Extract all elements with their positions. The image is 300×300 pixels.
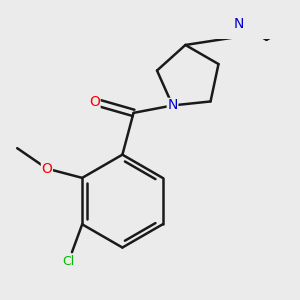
Text: O: O xyxy=(41,162,52,176)
Text: Cl: Cl xyxy=(62,255,74,268)
Text: N: N xyxy=(233,16,244,31)
Text: N: N xyxy=(167,98,178,112)
Text: O: O xyxy=(89,95,100,109)
